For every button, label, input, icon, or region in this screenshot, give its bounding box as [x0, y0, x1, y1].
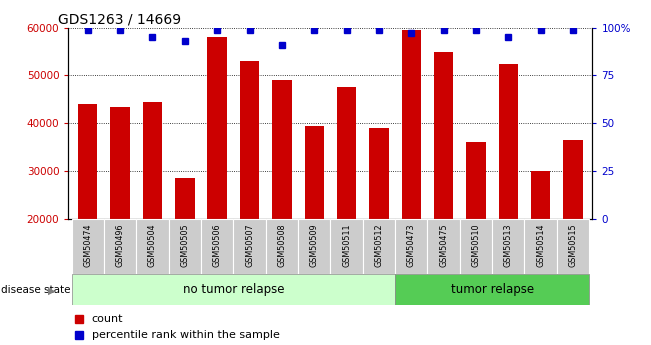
Bar	[305, 126, 324, 219]
Bar	[466, 142, 486, 219]
Text: percentile rank within the sample: percentile rank within the sample	[92, 330, 280, 340]
Bar	[499, 63, 518, 219]
Text: GSM50511: GSM50511	[342, 224, 351, 267]
Text: GSM50504: GSM50504	[148, 224, 157, 267]
Text: ▶: ▶	[48, 286, 55, 295]
Bar	[208, 37, 227, 219]
Bar	[395, 274, 589, 305]
Bar	[557, 219, 589, 274]
Bar	[402, 30, 421, 219]
Bar	[298, 219, 330, 274]
Text: GSM50474: GSM50474	[83, 224, 92, 267]
Text: GSM50512: GSM50512	[374, 224, 383, 267]
Bar	[240, 61, 259, 219]
Text: GSM50475: GSM50475	[439, 224, 448, 267]
Text: GDS1263 / 14669: GDS1263 / 14669	[58, 12, 181, 27]
Text: GSM50508: GSM50508	[277, 224, 286, 267]
Text: GSM50496: GSM50496	[116, 224, 124, 267]
Bar	[72, 219, 104, 274]
Text: disease state: disease state	[1, 286, 70, 295]
Text: count: count	[92, 314, 123, 324]
Bar	[363, 219, 395, 274]
Bar	[434, 51, 453, 219]
Text: GSM50513: GSM50513	[504, 224, 513, 267]
Bar	[492, 219, 525, 274]
Bar	[233, 219, 266, 274]
Bar	[428, 219, 460, 274]
Text: GSM50509: GSM50509	[310, 224, 319, 267]
Bar	[136, 219, 169, 274]
Text: no tumor relapse: no tumor relapse	[182, 283, 284, 296]
Bar	[395, 219, 428, 274]
Bar	[337, 87, 356, 219]
Bar	[272, 80, 292, 219]
Bar	[72, 274, 395, 305]
Bar	[175, 178, 195, 219]
Text: GSM50507: GSM50507	[245, 224, 254, 267]
Bar	[111, 107, 130, 219]
Bar	[143, 102, 162, 219]
Bar	[78, 104, 98, 219]
Bar	[460, 219, 492, 274]
Text: GSM50506: GSM50506	[213, 224, 221, 267]
Bar	[169, 219, 201, 274]
Bar	[563, 140, 583, 219]
Text: GSM50515: GSM50515	[568, 224, 577, 267]
Text: GSM50510: GSM50510	[471, 224, 480, 267]
Bar	[104, 219, 136, 274]
Bar	[266, 219, 298, 274]
Bar	[525, 219, 557, 274]
Bar	[531, 171, 550, 219]
Bar	[369, 128, 389, 219]
Text: tumor relapse: tumor relapse	[450, 283, 534, 296]
Bar	[331, 219, 363, 274]
Bar	[201, 219, 233, 274]
Text: GSM50514: GSM50514	[536, 224, 545, 267]
Text: GSM50505: GSM50505	[180, 224, 189, 267]
Text: GSM50473: GSM50473	[407, 224, 416, 267]
